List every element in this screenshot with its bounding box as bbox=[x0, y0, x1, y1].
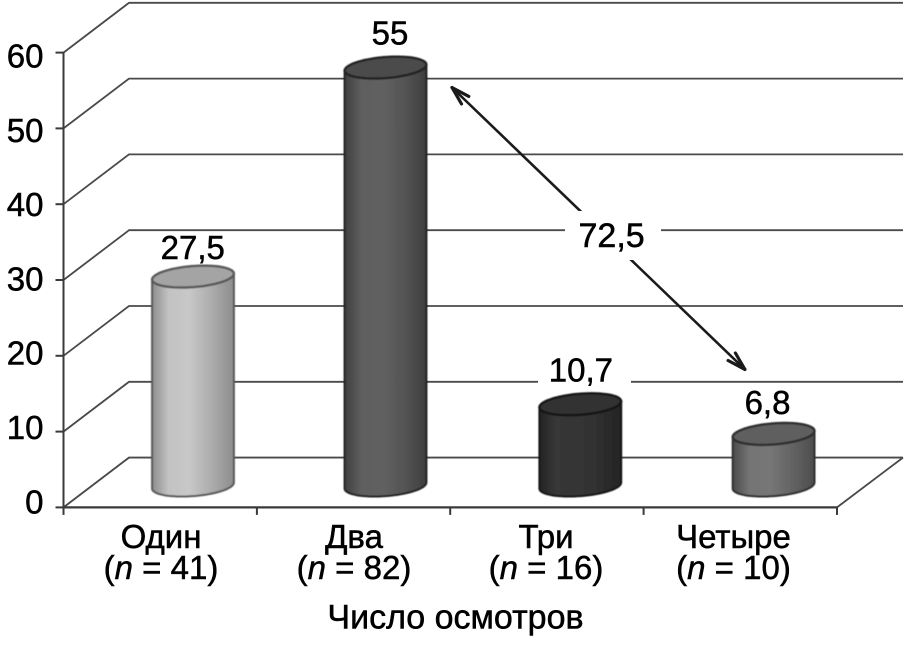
svg-text:72,5: 72,5 bbox=[579, 217, 645, 255]
svg-text:30: 30 bbox=[7, 260, 44, 297]
svg-text:Два: Два bbox=[325, 518, 384, 555]
svg-text:(n = 41): (n = 41) bbox=[104, 549, 219, 586]
svg-text:6,8: 6,8 bbox=[745, 384, 791, 421]
svg-text:Четыре: Четыре bbox=[676, 518, 791, 555]
svg-text:50: 50 bbox=[7, 112, 44, 149]
svg-text:27,5: 27,5 bbox=[161, 229, 225, 266]
svg-text:55: 55 bbox=[372, 14, 409, 51]
svg-text:60: 60 bbox=[7, 38, 44, 75]
svg-text:(n = 16): (n = 16) bbox=[489, 549, 604, 586]
svg-text:40: 40 bbox=[7, 186, 44, 223]
svg-text:(n = 82): (n = 82) bbox=[297, 549, 412, 586]
svg-text:10: 10 bbox=[7, 409, 44, 446]
svg-text:Один: Один bbox=[121, 518, 202, 555]
svg-text:0: 0 bbox=[25, 483, 43, 520]
svg-text:Три: Три bbox=[518, 518, 573, 555]
svg-text:10,7: 10,7 bbox=[549, 351, 613, 388]
svg-text:(n = 10): (n = 10) bbox=[676, 549, 791, 586]
svg-text:20: 20 bbox=[7, 335, 44, 372]
svg-text:Число осмотров: Число осмотров bbox=[327, 599, 583, 637]
